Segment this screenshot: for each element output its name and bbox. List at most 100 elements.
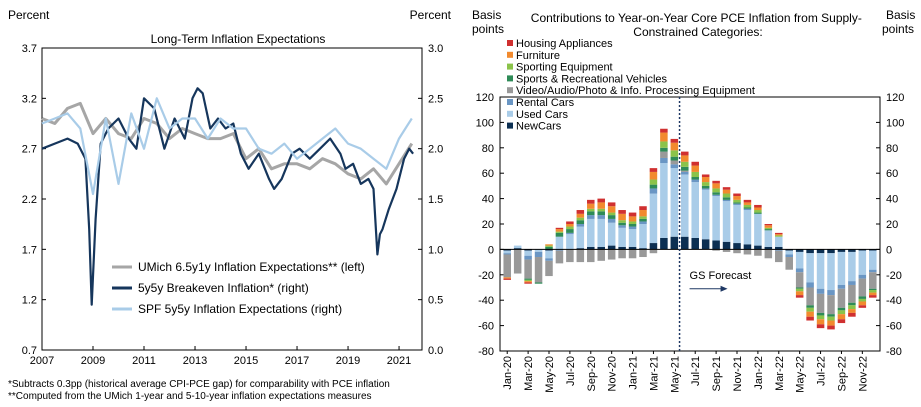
right-y-tick-label: 2.5 xyxy=(428,93,443,105)
bar-segment xyxy=(524,255,532,260)
bar-segment xyxy=(524,279,532,282)
footnote-2: **Computed from the UMich 1-year and 5-1… xyxy=(8,391,372,402)
bar-segment xyxy=(795,268,804,273)
bar-segment xyxy=(607,206,616,213)
bar-segment xyxy=(691,177,699,180)
bar-segment xyxy=(785,250,793,255)
bar-segment xyxy=(576,213,585,218)
bar-segment xyxy=(806,249,814,254)
legend: UMich 6.5y1y Inflation Expectations** (l… xyxy=(112,260,365,316)
left-y-tick-label: 80 xyxy=(482,143,494,155)
x-tick-label: 2019 xyxy=(336,355,360,367)
left-y-tick-label: 2.7 xyxy=(22,144,37,156)
bar-segment xyxy=(837,314,846,320)
bar-segment xyxy=(816,293,825,313)
bar-segment xyxy=(722,201,731,242)
left-axis-unit-line-1: Basis xyxy=(472,8,501,22)
bar-segment xyxy=(837,251,846,285)
bar-segment xyxy=(639,249,647,258)
bar-segment xyxy=(649,243,658,250)
x-tick-label: Jul-20 xyxy=(565,356,577,386)
bar-segment xyxy=(722,193,731,198)
bar-segment xyxy=(628,229,637,247)
legend-label-breakeven: 5y5y Breakeven Inflation* (right) xyxy=(138,281,309,295)
bar-segment xyxy=(660,141,668,148)
bar-segment xyxy=(566,232,574,235)
left-y-tick-label: 120 xyxy=(476,92,494,104)
legend-label: NewCars xyxy=(516,121,562,133)
x-tick-label: Sep-20 xyxy=(586,356,598,391)
bar-segment xyxy=(670,160,679,165)
bar-segment xyxy=(534,257,543,283)
bar-segment xyxy=(618,225,626,228)
bar-segment xyxy=(524,249,532,251)
bar-segment xyxy=(681,170,689,172)
x-tick-label: Mar-21 xyxy=(648,356,660,391)
bar-segment xyxy=(806,307,814,312)
bar-segment xyxy=(607,218,616,223)
bar-segment xyxy=(555,227,564,230)
bar-segment xyxy=(555,250,564,264)
bar-segment xyxy=(743,244,752,250)
bar-segment xyxy=(597,202,605,209)
bar-segment xyxy=(858,274,867,279)
legend-label: Furniture xyxy=(516,50,560,62)
bar-segment xyxy=(837,319,846,324)
bar-segment xyxy=(754,210,762,213)
bar-segment xyxy=(691,165,699,172)
legend-swatch xyxy=(507,75,513,82)
bar-segment xyxy=(827,314,835,317)
x-tick-label: Sep-22 xyxy=(836,356,848,391)
bar-segment xyxy=(597,198,605,203)
right-axis-unit-line-1: Basis xyxy=(886,8,915,22)
bar-segment xyxy=(513,249,522,274)
bar-segment xyxy=(660,147,668,152)
bar-segment xyxy=(618,210,626,214)
bar-segment xyxy=(628,226,637,230)
bar-segment xyxy=(555,236,564,250)
bar-segment xyxy=(618,227,626,247)
bar-segment xyxy=(649,188,658,194)
right-y-tick-label: 1.5 xyxy=(428,194,443,206)
x-tick-label: 2013 xyxy=(183,355,207,367)
bar-segment xyxy=(722,187,731,190)
left-y-tick-label: -20 xyxy=(478,270,494,282)
x-tick-label: Sep-21 xyxy=(711,356,723,391)
bar-segment xyxy=(534,251,543,258)
legend-swatch xyxy=(507,40,513,46)
bar-segment xyxy=(576,224,585,227)
x-tick-label: Jan-21 xyxy=(628,356,640,390)
bar-segment xyxy=(795,287,804,289)
right-y-tick-label: -40 xyxy=(886,295,902,307)
bar-segment xyxy=(848,302,856,306)
bar-segment xyxy=(576,210,585,214)
left-y-tick-label: 0 xyxy=(488,244,494,256)
bar-segment xyxy=(848,284,856,303)
bar-segment xyxy=(576,220,585,224)
chart-title: Long-Term Inflation Expectations xyxy=(151,32,326,46)
bar-segment xyxy=(806,305,814,308)
bar-segment xyxy=(775,232,783,235)
left-y-axis: 3.7 3.2 2.7 2.2 1.7 1.2 0.7 xyxy=(22,43,46,357)
bar-segment xyxy=(607,212,616,216)
bar-segment xyxy=(754,249,762,256)
legend-label-umich: UMich 6.5y1y Inflation Expectations** (l… xyxy=(138,260,365,274)
right-y-tick-label: 1.0 xyxy=(428,244,443,256)
bar-segment xyxy=(764,230,773,247)
bar-segment xyxy=(754,213,762,246)
bar-segment xyxy=(733,196,741,200)
bar-segment xyxy=(639,248,647,250)
right-y-tick-label: 3.0 xyxy=(428,43,443,55)
bar-segment xyxy=(858,278,867,297)
bar-segment xyxy=(764,227,773,230)
bar-segment xyxy=(545,258,553,261)
bar-segment xyxy=(566,226,574,230)
bar-segment xyxy=(858,249,867,251)
bar-segment xyxy=(524,282,532,284)
bar-segment xyxy=(712,240,720,250)
series-lines xyxy=(41,87,414,306)
bar-segment xyxy=(743,199,752,203)
bar-segment xyxy=(597,246,605,250)
bar-segment xyxy=(743,207,752,209)
bar-segment xyxy=(681,166,689,171)
